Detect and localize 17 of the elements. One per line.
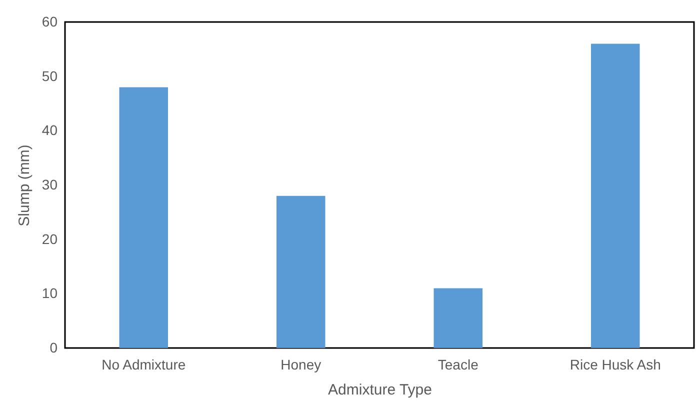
x-tick-label: No Admixture — [102, 356, 186, 372]
x-tick-label: Honey — [280, 356, 322, 372]
bar — [591, 44, 640, 348]
bar — [276, 196, 326, 348]
y-tick-label: 40 — [42, 122, 58, 138]
y-tick-label: 20 — [42, 230, 58, 247]
y-tick-label: 60 — [42, 14, 58, 30]
y-tick-label: 0 — [50, 340, 58, 356]
y-tick-label: 30 — [42, 176, 58, 192]
bar — [434, 288, 482, 348]
y-tick-label: 10 — [42, 285, 58, 302]
y-tick-label: 50 — [42, 68, 58, 84]
x-axis-title: Admixture Type — [328, 382, 432, 398]
x-tick-label: Teacle — [438, 356, 479, 372]
bar — [119, 87, 168, 348]
x-tick-label: Rice Husk Ash — [570, 356, 661, 372]
y-axis-title: Slump (mm) — [16, 144, 33, 226]
